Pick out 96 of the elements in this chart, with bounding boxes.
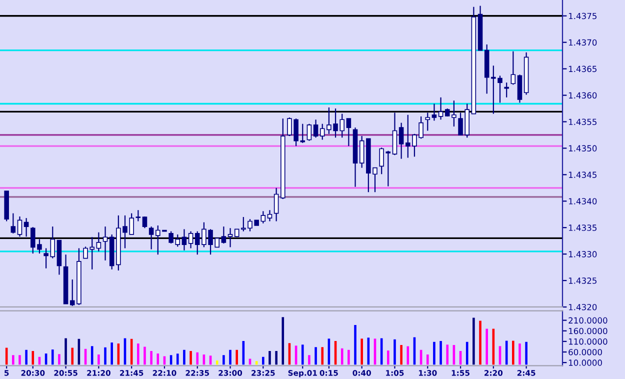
bar (512, 340, 514, 365)
candlestick (425, 112, 430, 132)
candlestick (432, 103, 437, 122)
bar (104, 347, 106, 365)
candlestick (392, 112, 398, 156)
candlestick (102, 226, 108, 261)
bar (308, 355, 310, 365)
candlestick (17, 216, 22, 238)
candlestick (260, 210, 266, 224)
bar (268, 350, 271, 365)
bar (216, 360, 218, 365)
bar (446, 344, 449, 365)
bar (229, 350, 232, 365)
bar (51, 349, 54, 365)
bar (190, 350, 192, 365)
bar (486, 328, 488, 365)
y-tick-label: 1.4370 (568, 39, 597, 46)
candlestick (510, 50, 516, 86)
bar (176, 354, 179, 365)
bar (71, 348, 74, 365)
bar (525, 342, 528, 365)
bar (387, 350, 390, 365)
candlestick (188, 230, 194, 249)
candlestick (228, 228, 233, 248)
bar (426, 354, 429, 365)
y-tick-label: 1.4330 (568, 251, 597, 258)
bar (222, 355, 225, 365)
bar (144, 346, 146, 365)
bar (58, 354, 60, 365)
candlestick (221, 226, 226, 244)
bar (282, 317, 284, 365)
candlestick (438, 96, 444, 120)
candlestick (379, 147, 384, 175)
y-tick-label: 1.4365 (568, 66, 596, 72)
bar (518, 344, 521, 365)
bar (433, 342, 436, 365)
bar (394, 339, 396, 365)
candlestick (517, 74, 522, 104)
bar (321, 347, 324, 365)
bar (25, 350, 28, 365)
y-tick-label: 1.4325 (568, 278, 596, 284)
bar (275, 350, 278, 365)
candlestick (313, 119, 318, 138)
candlestick (359, 135, 364, 168)
y-tick-label: 1.4335 (568, 224, 596, 231)
candlestick (148, 226, 154, 250)
y-tick-label: 210.0000 (568, 317, 608, 324)
y-tick-label: 10.0000 (568, 360, 602, 366)
y-tick-label: 1.4320 (568, 304, 597, 310)
bar (400, 345, 402, 365)
y-tick-label: 1.4340 (568, 198, 597, 204)
candlestick (24, 218, 29, 238)
bar (301, 344, 304, 365)
bar (360, 338, 363, 365)
y-tick-label: 1.4375 (568, 12, 596, 20)
y-tick-label: 1.4360 (568, 92, 597, 99)
bar (156, 353, 160, 365)
bar (440, 341, 442, 365)
y-tick-label: 60.0000 (568, 348, 602, 356)
bar (479, 320, 482, 365)
bar (340, 348, 344, 365)
y-tick-label: 1.4355 (568, 118, 596, 126)
bar (348, 350, 350, 365)
candlestick (346, 118, 352, 147)
candlestick (274, 187, 279, 222)
y-tick-label: 1.4350 (568, 145, 597, 152)
bar (150, 350, 152, 365)
bar (472, 318, 475, 365)
bar (12, 355, 14, 365)
bar (110, 342, 113, 365)
candlestick (386, 150, 391, 187)
candlestick (504, 82, 509, 98)
candlestick (182, 228, 187, 251)
bar (32, 350, 34, 365)
bar (262, 356, 264, 365)
bar (196, 352, 199, 365)
bar (137, 344, 140, 365)
bar (90, 346, 94, 365)
bar (183, 350, 186, 365)
y-tick-label: 1.4345 (568, 172, 596, 178)
bar (406, 346, 410, 365)
candlestick (398, 122, 404, 160)
candlestick (96, 232, 102, 252)
candlestick (136, 210, 141, 222)
bar (98, 354, 100, 365)
y-tick-label: 110.0000 (568, 338, 608, 345)
y-tick-label: 160.0000 (568, 328, 608, 334)
bar (466, 342, 468, 365)
candlestick (10, 212, 16, 234)
candlestick (267, 210, 272, 222)
bar (314, 347, 317, 365)
bar (18, 355, 21, 365)
bar (64, 338, 67, 365)
candlestick (306, 123, 312, 142)
bar (236, 350, 238, 365)
bar (354, 324, 356, 365)
